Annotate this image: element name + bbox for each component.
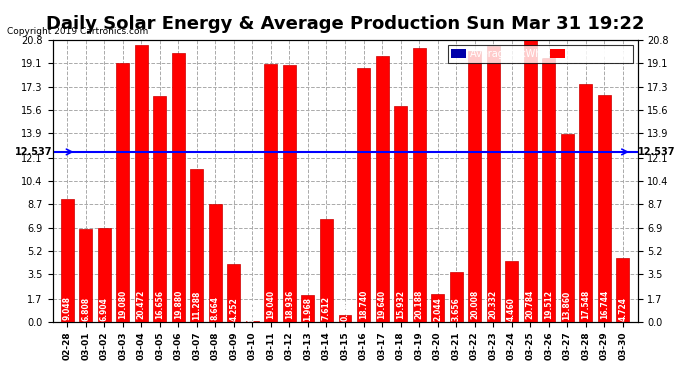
Text: 12.537: 12.537 bbox=[638, 147, 675, 157]
Text: 1.968: 1.968 bbox=[304, 297, 313, 321]
Bar bbox=[413, 48, 426, 321]
Bar bbox=[450, 272, 462, 321]
Bar bbox=[616, 258, 629, 321]
Text: 20.784: 20.784 bbox=[526, 290, 535, 319]
Text: 19.640: 19.640 bbox=[377, 290, 386, 319]
Text: 19.512: 19.512 bbox=[544, 290, 553, 319]
Text: 4.252: 4.252 bbox=[229, 297, 239, 321]
Text: 19.080: 19.080 bbox=[119, 290, 128, 319]
Bar bbox=[228, 264, 240, 321]
Text: 11.288: 11.288 bbox=[193, 291, 201, 320]
Text: 20.008: 20.008 bbox=[470, 290, 479, 319]
Bar bbox=[190, 169, 204, 321]
Text: 20.188: 20.188 bbox=[415, 290, 424, 319]
Text: 16.744: 16.744 bbox=[600, 290, 609, 319]
Bar bbox=[431, 294, 444, 321]
Text: 6.904: 6.904 bbox=[100, 297, 109, 321]
Text: 2.044: 2.044 bbox=[433, 297, 442, 321]
Bar bbox=[561, 134, 573, 321]
Bar bbox=[394, 106, 407, 321]
Bar bbox=[117, 63, 129, 321]
Bar bbox=[486, 46, 500, 321]
Text: 16.656: 16.656 bbox=[155, 290, 164, 319]
Bar bbox=[598, 95, 611, 321]
Text: 7.612: 7.612 bbox=[322, 297, 331, 321]
Bar bbox=[505, 261, 518, 321]
Bar bbox=[579, 84, 592, 321]
Text: 18.740: 18.740 bbox=[359, 290, 368, 319]
Text: 15.932: 15.932 bbox=[396, 290, 405, 320]
Bar bbox=[172, 53, 185, 321]
Text: 13.860: 13.860 bbox=[562, 290, 571, 320]
Text: 0.020: 0.020 bbox=[248, 298, 257, 321]
Title: Daily Solar Energy & Average Production Sun Mar 31 19:22: Daily Solar Energy & Average Production … bbox=[46, 15, 644, 33]
Bar bbox=[264, 64, 277, 321]
Bar bbox=[320, 219, 333, 321]
Bar bbox=[339, 315, 351, 321]
Text: 17.548: 17.548 bbox=[581, 290, 590, 319]
Bar bbox=[209, 204, 222, 321]
Bar bbox=[135, 45, 148, 321]
Bar bbox=[468, 51, 481, 321]
Text: Copyright 2019 Cartronics.com: Copyright 2019 Cartronics.com bbox=[7, 27, 148, 36]
Bar bbox=[283, 65, 296, 321]
Text: 20.472: 20.472 bbox=[137, 290, 146, 319]
Bar bbox=[302, 295, 315, 321]
Bar bbox=[524, 40, 537, 321]
Text: 6.808: 6.808 bbox=[81, 297, 90, 321]
Bar bbox=[357, 68, 370, 321]
Bar bbox=[79, 230, 92, 321]
Bar bbox=[375, 56, 388, 321]
Text: 19.880: 19.880 bbox=[174, 290, 183, 319]
Text: 4.460: 4.460 bbox=[507, 297, 516, 321]
Legend: Average  (kWh), Daily  (kWh): Average (kWh), Daily (kWh) bbox=[448, 45, 633, 63]
Bar bbox=[61, 199, 74, 321]
Bar bbox=[153, 96, 166, 321]
Text: 18.936: 18.936 bbox=[285, 290, 294, 319]
Text: 4.724: 4.724 bbox=[618, 297, 627, 321]
Text: 0.452: 0.452 bbox=[340, 298, 350, 321]
Text: 12.537: 12.537 bbox=[15, 147, 52, 157]
Bar bbox=[542, 57, 555, 321]
Text: 9.048: 9.048 bbox=[63, 296, 72, 320]
Bar bbox=[98, 228, 111, 321]
Text: 3.656: 3.656 bbox=[451, 297, 461, 321]
Text: 19.040: 19.040 bbox=[266, 290, 275, 319]
Text: 20.332: 20.332 bbox=[489, 290, 497, 319]
Text: 8.664: 8.664 bbox=[211, 296, 220, 320]
